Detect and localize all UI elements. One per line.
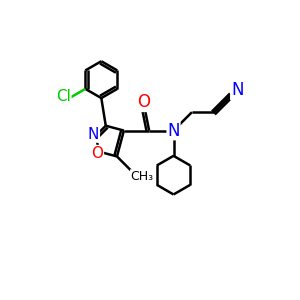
- Text: O: O: [92, 146, 104, 160]
- Text: N: N: [167, 122, 180, 140]
- Text: N: N: [88, 127, 99, 142]
- Text: N: N: [231, 82, 243, 100]
- Text: Cl: Cl: [56, 89, 71, 104]
- Text: CH₃: CH₃: [131, 170, 154, 183]
- Text: O: O: [137, 93, 150, 111]
